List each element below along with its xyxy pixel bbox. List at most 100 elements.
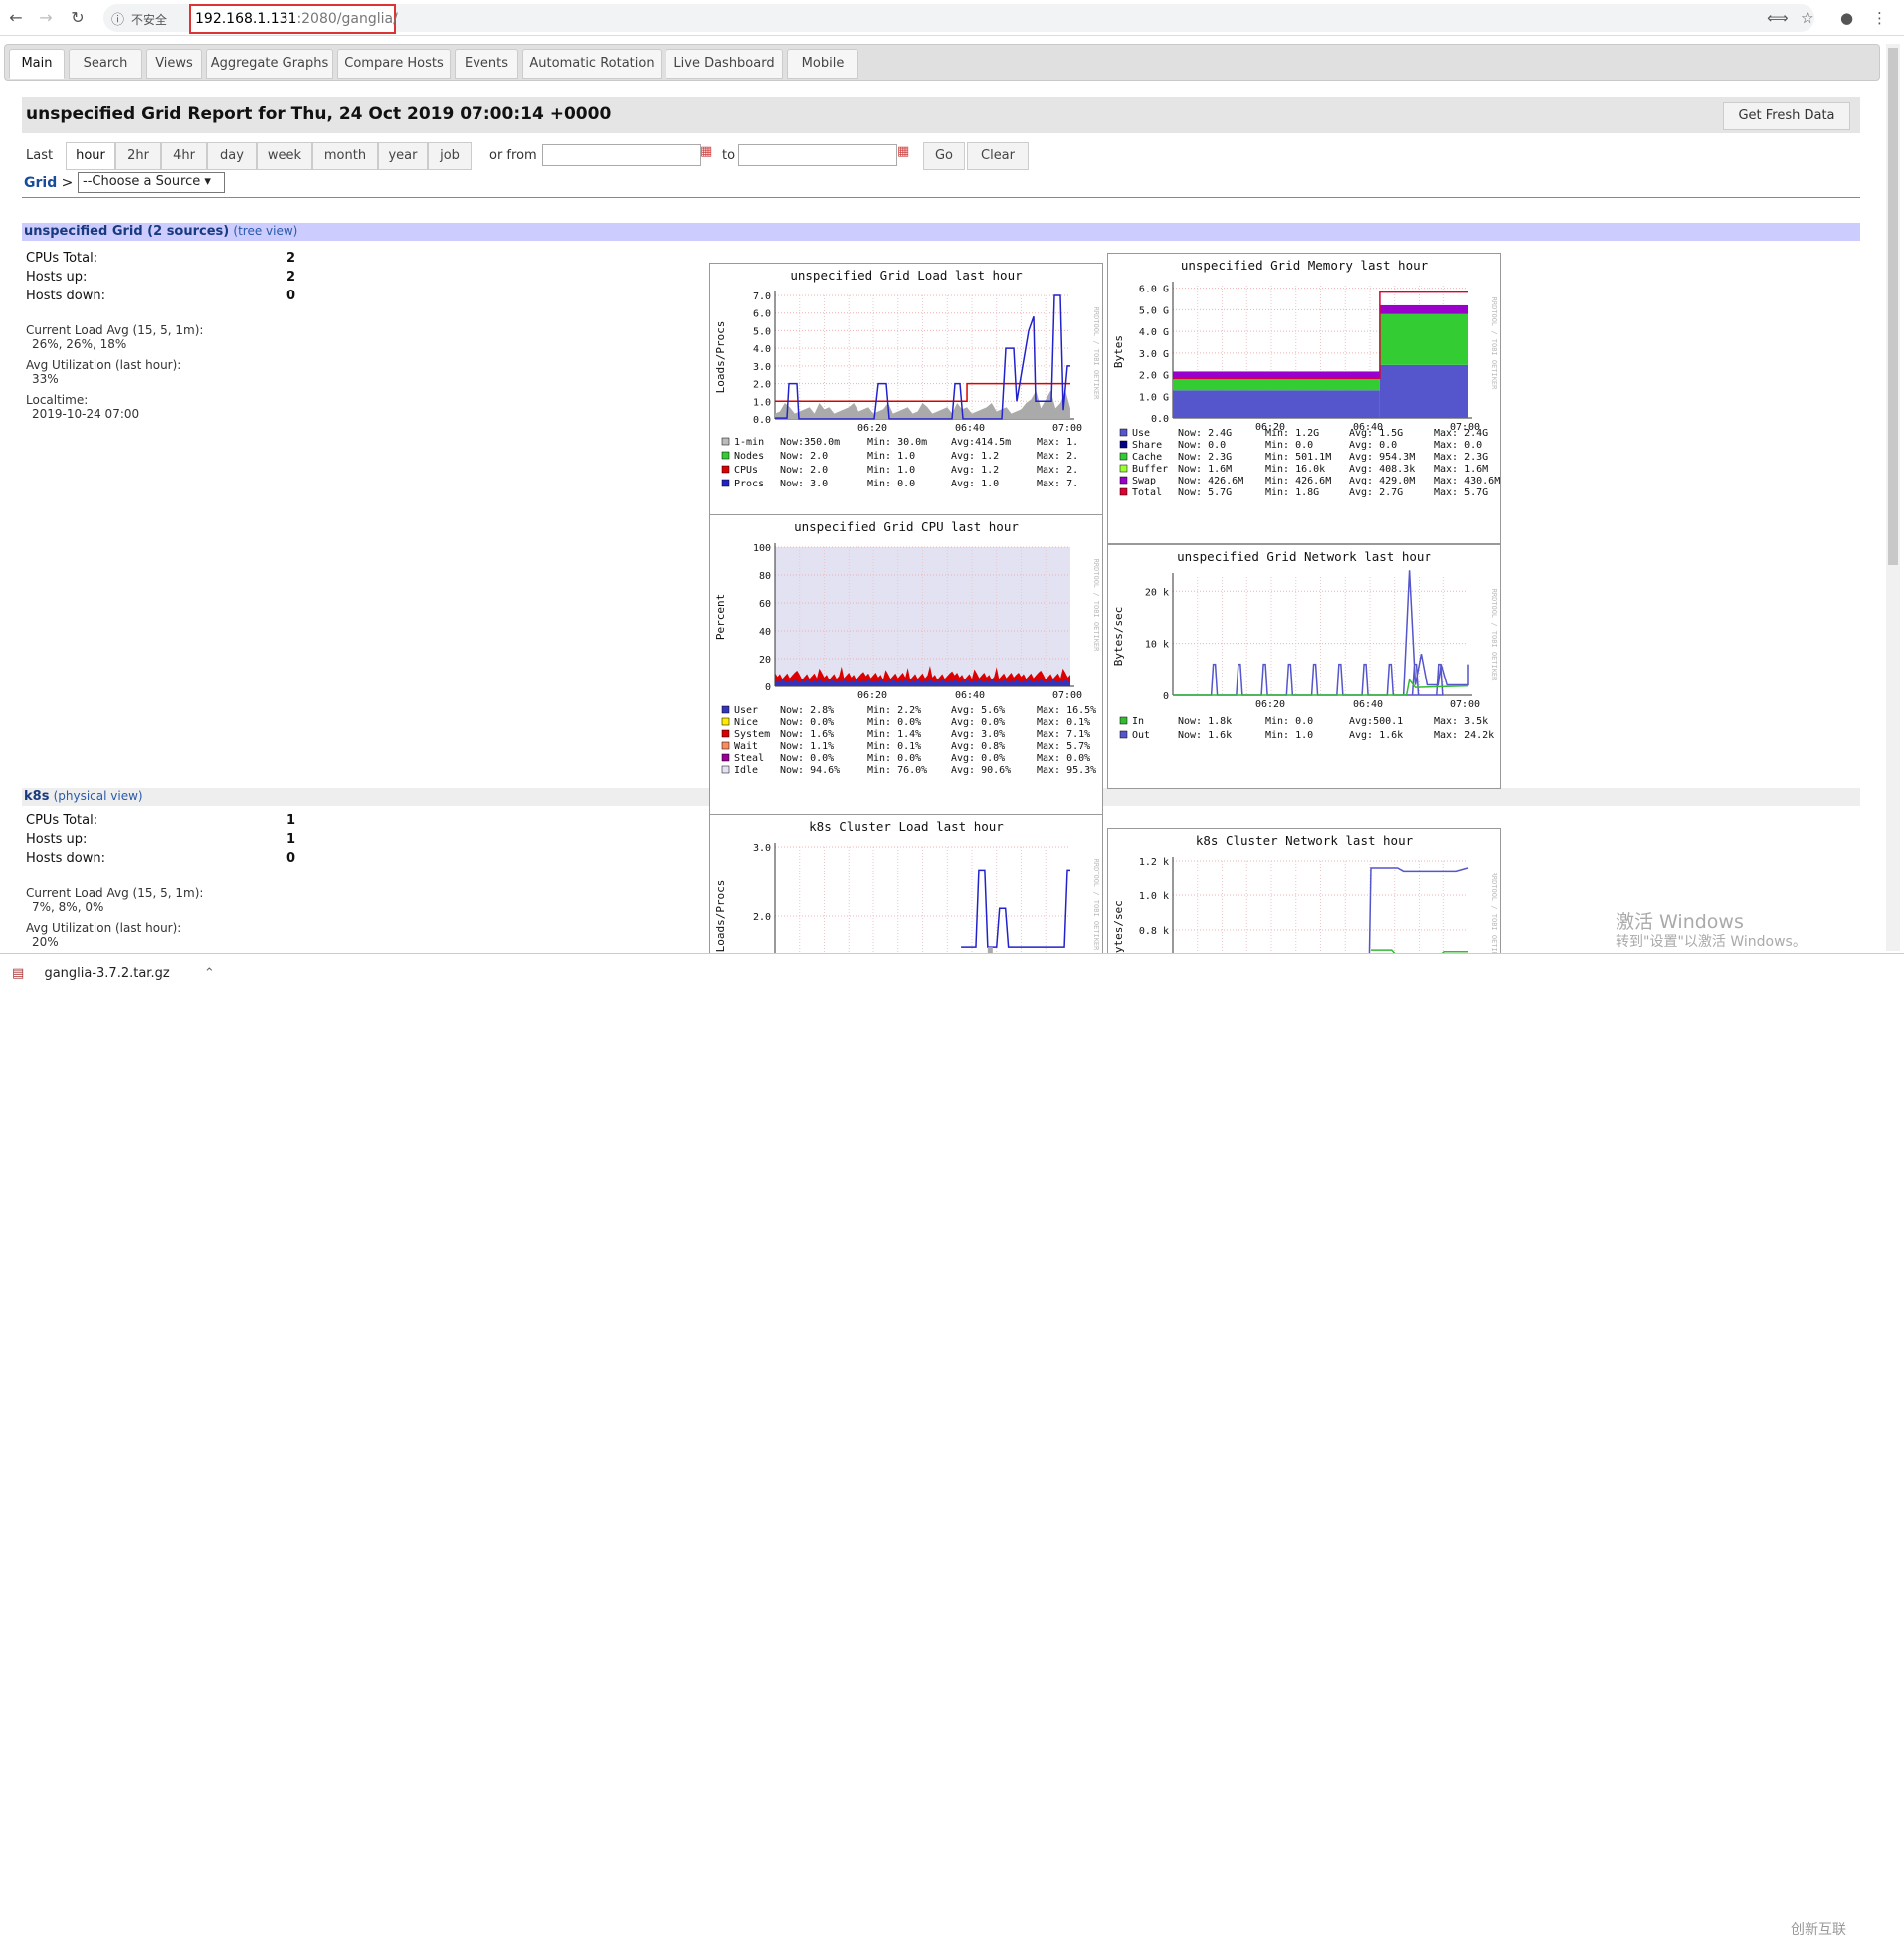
- cpu-legend-stat: Max: 16.5%: [1037, 705, 1096, 716]
- grid-cpu-graph[interactable]: unspecified Grid CPU last hour Percent RRD…: [709, 514, 1103, 819]
- tab-automatic-rotation[interactable]: Automatic Rotation: [522, 49, 662, 79]
- mem-legend-stat: Avg: 1.5G: [1349, 428, 1403, 439]
- tab-mobile[interactable]: Mobile: [787, 49, 858, 79]
- mem-legend-stat: Now: 5.7G: [1178, 487, 1232, 498]
- mem-legend-stat: Max: 2.4G: [1434, 428, 1488, 439]
- mem-ytick: 2.0 G: [1139, 371, 1169, 382]
- grid-memory-graph[interactable]: unspecified Grid Memory last hour Bytes RR…: [1107, 253, 1501, 544]
- go-button[interactable]: Go: [923, 142, 965, 170]
- k8sload-svg: k8s Cluster Load last hour Loads/Procs RRD…: [714, 819, 1100, 953]
- mem-swap-area-2: [1379, 304, 1468, 314]
- load-legend-stat: Min: 30.0m: [867, 437, 927, 448]
- physical-view-link[interactable]: (physical view): [53, 789, 143, 803]
- cpu-xtick: 06:40: [955, 690, 985, 701]
- load-xtick: 06:40: [955, 423, 985, 434]
- chevron-up-icon[interactable]: ⌃: [203, 966, 215, 981]
- cpu-ylabel: Percent: [714, 594, 727, 640]
- grid1-name[interactable]: unspecified Grid (2 sources): [24, 224, 230, 239]
- time-range-bar: Last hour 2hr 4hr day week month year job or from…: [22, 140, 1116, 170]
- k8s-load-label: Current Load Avg (15, 5, 1m):: [26, 886, 204, 900]
- cpu-legend-stat: Avg: 0.0%: [951, 753, 1005, 764]
- grid-network-graph[interactable]: unspecified Grid Network last hour Bytes/…: [1107, 544, 1501, 789]
- range-hour-button[interactable]: hour: [66, 142, 115, 170]
- cpu-ytick: 100: [753, 543, 771, 554]
- load-ylabel: Loads/Procs: [714, 321, 727, 394]
- range-month-button[interactable]: month: [312, 142, 378, 170]
- net-legend-stat: Now: 1.6k: [1178, 730, 1232, 741]
- load-ytick: 5.0: [753, 326, 771, 337]
- tab-aggregate-graphs[interactable]: Aggregate Graphs: [206, 49, 333, 79]
- load-legend-stat: Min: 1.0: [867, 451, 915, 462]
- cpu-ytick: 60: [759, 599, 771, 610]
- mem-xtick: 06:40: [1353, 422, 1383, 433]
- k8s-1min-bar: [987, 947, 993, 953]
- range-job-button[interactable]: job: [428, 142, 472, 170]
- range-day-button[interactable]: day: [207, 142, 257, 170]
- cpu-legend-stat: Avg: 0.8%: [951, 741, 1005, 752]
- grid-load-graph[interactable]: unspecified Grid Load last hour Loads/Pro…: [709, 263, 1103, 535]
- load-ytick: 7.0: [753, 291, 771, 302]
- k8snet-rrd-watermark: RRDTOOL / TOBI OETIKER: [1490, 873, 1498, 953]
- from-date-input[interactable]: [542, 144, 701, 166]
- mem-legend-swatch: [1119, 428, 1128, 437]
- page-scrollbar[interactable]: [1886, 44, 1900, 951]
- cpu-ytick: 20: [759, 655, 771, 666]
- grid-link[interactable]: Grid: [24, 175, 58, 191]
- to-date-input[interactable]: [738, 144, 897, 166]
- k8s-load-graph[interactable]: k8s Cluster Load last hour Loads/Procs RRD…: [709, 814, 1103, 953]
- net-legend-stat: Max: 3.5k: [1434, 716, 1488, 727]
- k8snet-ytick: 0.8 k: [1139, 926, 1169, 937]
- source-select[interactable]: --Choose a Source ▾: [78, 172, 225, 193]
- get-fresh-data-button[interactable]: Get Fresh Data: [1723, 102, 1850, 130]
- forward-icon[interactable]: →: [39, 8, 53, 27]
- k8snet-ytick: 1.2 k: [1139, 857, 1169, 868]
- net-ytick: 0: [1163, 691, 1169, 702]
- calendar-icon[interactable]: ▦: [700, 144, 713, 159]
- range-4hr-button[interactable]: 4hr: [161, 142, 207, 170]
- tab-views[interactable]: Views: [146, 49, 202, 79]
- cpu-legend-stat: Avg: 5.6%: [951, 705, 1005, 716]
- tab-compare-hosts[interactable]: Compare Hosts: [337, 49, 451, 79]
- load-cpus-line: [775, 382, 1070, 403]
- back-icon[interactable]: ←: [9, 8, 23, 27]
- mem-legend-stat: Max: 5.7G: [1434, 487, 1488, 498]
- profile-icon[interactable]: ●: [1840, 9, 1854, 27]
- tab-live-dashboard[interactable]: Live Dashboard: [666, 49, 783, 79]
- tab-search[interactable]: Search: [69, 49, 142, 79]
- range-2hr-button[interactable]: 2hr: [115, 142, 161, 170]
- reload-icon[interactable]: ↻: [71, 8, 85, 27]
- url-field[interactable]: 192.168.1.131:2080/ganglia/: [189, 4, 398, 34]
- hosts-down-value: 0: [286, 289, 296, 303]
- clear-button[interactable]: Clear: [967, 142, 1029, 170]
- load-legend-stat: Max: 1.: [1037, 437, 1078, 448]
- mem-title: unspecified Grid Memory last hour: [1181, 258, 1428, 273]
- tab-main[interactable]: Main: [9, 49, 65, 79]
- load-ytick: 0.0: [753, 415, 771, 426]
- translate-icon[interactable]: ⟺: [1767, 9, 1789, 27]
- star-icon[interactable]: ☆: [1801, 9, 1814, 27]
- tree-view-link[interactable]: (tree view): [233, 224, 298, 238]
- net-legend-stat: Min: 0.0: [1265, 716, 1313, 727]
- mem-legend-stat: Now: 0.0: [1178, 440, 1226, 451]
- mem-ylabel: Bytes: [1112, 335, 1125, 368]
- mem-rrd-watermark: RRDTOOL / TOBI OETIKER: [1490, 297, 1498, 391]
- k8s-name[interactable]: k8s: [24, 789, 50, 804]
- util-value: 33%: [32, 372, 59, 386]
- menu-icon[interactable]: ⋮: [1872, 9, 1887, 27]
- download-item[interactable]: ▤ ganglia-3.7.2.tar.gz ⌃: [12, 966, 215, 981]
- breadcrumb-separator: >: [61, 175, 74, 191]
- calendar-icon[interactable]: ▦: [897, 144, 910, 159]
- cpus-total-label: CPUs Total:: [26, 251, 98, 266]
- cpus-total-value: 2: [286, 251, 296, 266]
- k8s-network-graph[interactable]: k8s Cluster Network last hour Bytes/sec RR…: [1107, 828, 1501, 953]
- util-label: Avg Utilization (last hour):: [26, 358, 182, 372]
- k8sload-ytick: 3.0: [753, 843, 771, 854]
- mem-legend-stat: Max: 430.6M: [1434, 476, 1500, 486]
- range-week-button[interactable]: week: [257, 142, 312, 170]
- tab-events[interactable]: Events: [455, 49, 518, 79]
- range-year-button[interactable]: year: [378, 142, 428, 170]
- info-icon[interactable]: ⓘ: [111, 13, 125, 28]
- cpu-legend-stat: Now: 2.8%: [780, 705, 834, 716]
- net-svg: unspecified Grid Network last hour Bytes/…: [1112, 549, 1498, 741]
- scrollbar-thumb[interactable]: [1888, 48, 1898, 565]
